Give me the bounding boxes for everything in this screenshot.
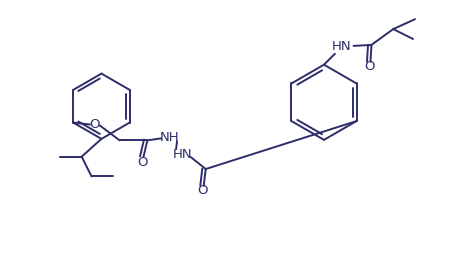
Text: NH: NH [159, 131, 179, 144]
Text: O: O [364, 60, 375, 73]
Text: HN: HN [173, 148, 193, 161]
Text: HN: HN [332, 40, 352, 53]
Text: O: O [90, 118, 100, 131]
Text: O: O [137, 156, 148, 169]
Text: O: O [198, 184, 208, 197]
